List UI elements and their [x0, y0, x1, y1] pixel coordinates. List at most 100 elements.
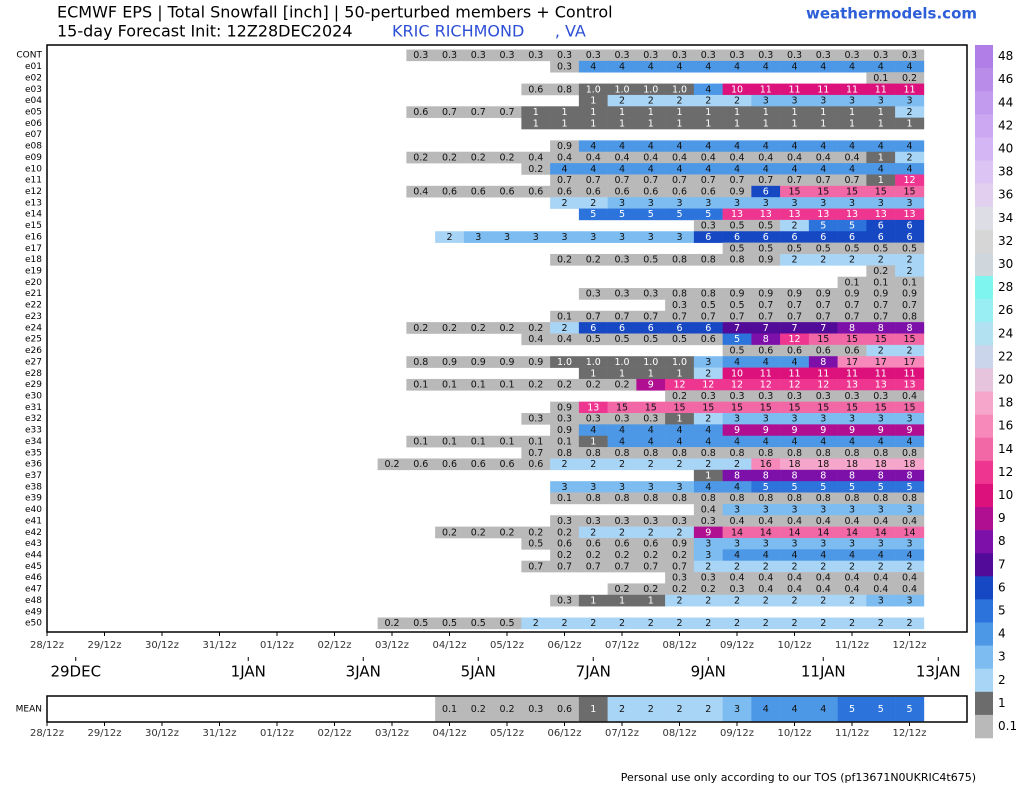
- cell-label: 0.7: [787, 175, 802, 186]
- date-label: 11JAN: [801, 663, 846, 681]
- cell: [521, 83, 551, 96]
- x-tick-label: 28/12z: [30, 728, 64, 739]
- colorbar-band: [975, 622, 993, 646]
- cell-label: 0.5: [729, 346, 744, 357]
- cell-label: 2: [849, 595, 855, 606]
- cell: [895, 231, 925, 243]
- row-label: e27: [25, 357, 42, 367]
- cell: [808, 424, 838, 437]
- cell: [665, 60, 695, 73]
- cell: [837, 549, 867, 561]
- cell: [578, 697, 608, 722]
- cell: [837, 492, 867, 505]
- cell: [550, 333, 580, 346]
- cell: [693, 219, 723, 232]
- x-tick-label: 29/12z: [87, 640, 121, 651]
- cell: [578, 424, 608, 437]
- cell: [636, 378, 666, 391]
- cell: [550, 231, 580, 243]
- cell-label: 1: [705, 471, 711, 482]
- cell: [521, 106, 551, 118]
- cell: [837, 424, 867, 437]
- cell-label: 1.0: [614, 84, 629, 95]
- cell: [521, 333, 551, 346]
- cell-label: 3: [791, 414, 797, 425]
- cell-label: 8: [763, 334, 769, 345]
- cell: [665, 94, 695, 107]
- cell: [665, 492, 695, 505]
- cell-label: 3: [906, 595, 912, 606]
- cell: [722, 594, 752, 607]
- cell-label: 3: [475, 232, 481, 243]
- cell-label: 0.4: [758, 516, 773, 527]
- site-link[interactable]: weathermodels.com: [806, 5, 977, 23]
- cell-label: 2: [791, 595, 797, 606]
- cell-label: 0.4: [873, 573, 888, 584]
- cell: [751, 185, 781, 198]
- cell-label: 8: [849, 323, 855, 334]
- cell-label: 0.2: [471, 152, 486, 163]
- cell: [435, 106, 465, 118]
- cell: [751, 594, 781, 607]
- cell-label: 0.3: [729, 391, 744, 402]
- cell: [578, 163, 608, 175]
- cell: [808, 447, 838, 459]
- cell: [578, 253, 608, 266]
- cell-label: 0.2: [672, 584, 687, 595]
- row-label: e46: [25, 573, 42, 583]
- cell-label: 13: [903, 380, 915, 391]
- cell-label: 0.4: [729, 152, 744, 163]
- cell: [435, 356, 465, 368]
- cell: [607, 288, 637, 300]
- cell: [607, 617, 637, 630]
- cell-label: 1: [763, 107, 769, 118]
- cell: [665, 367, 695, 380]
- cell: [808, 151, 838, 164]
- cell-label: 1: [590, 118, 596, 129]
- cell: [895, 219, 925, 232]
- colorbar-band: [975, 507, 993, 531]
- cell-label: 5: [906, 482, 912, 493]
- cell-label: 15: [875, 402, 887, 413]
- cell: [693, 378, 723, 391]
- cell: [607, 208, 637, 221]
- cell: [665, 583, 695, 596]
- colorbar-band: [975, 437, 993, 462]
- cell: [895, 401, 925, 414]
- cell-label: 1: [590, 436, 596, 447]
- cell-label: 4: [676, 436, 682, 447]
- cell: [895, 253, 925, 266]
- cell: [837, 503, 867, 516]
- cell: [693, 447, 723, 459]
- cell-label: 0.7: [758, 175, 773, 186]
- cell: [521, 435, 551, 448]
- cell-label: 1.0: [586, 357, 601, 368]
- cell: [550, 424, 580, 437]
- colorbar-label: 16: [998, 419, 1013, 433]
- cell-label: 2: [561, 198, 567, 209]
- cell-label: 1.0: [672, 357, 687, 368]
- cell: [665, 549, 695, 561]
- cell: [550, 481, 580, 493]
- cell-label: 0.6: [528, 84, 543, 95]
- cell-label: 3: [763, 414, 769, 425]
- cell: [693, 140, 723, 153]
- cell: [866, 83, 896, 96]
- cell-label: 0.3: [729, 584, 744, 595]
- cell: [607, 515, 637, 527]
- station: KRIC RICHMOND , VA: [392, 22, 586, 41]
- cell-label: 4: [763, 62, 769, 73]
- cell-label: 0.2: [557, 550, 572, 561]
- cell-label: 0.8: [557, 84, 572, 95]
- cell-label: 0.4: [844, 516, 859, 527]
- cell-label: 3: [906, 414, 912, 425]
- row-label: e01: [25, 62, 42, 72]
- row-label: e29: [25, 380, 42, 390]
- cell-label: 0.8: [614, 448, 629, 459]
- cell-label: 15: [616, 402, 628, 413]
- cell: [866, 185, 896, 198]
- cell: [895, 469, 925, 482]
- cell: [895, 697, 925, 722]
- cell: [636, 537, 666, 550]
- cell-label: 0.6: [413, 459, 428, 470]
